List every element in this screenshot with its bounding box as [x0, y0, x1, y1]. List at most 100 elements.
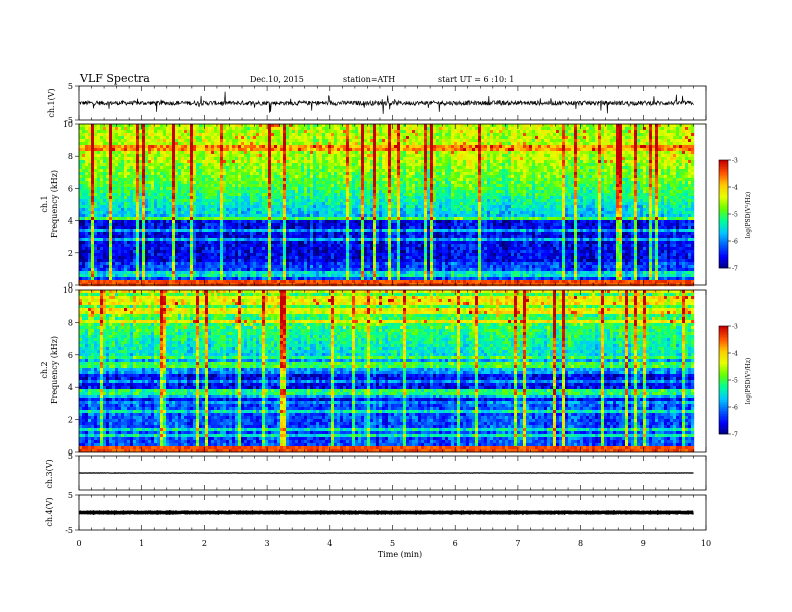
- ch2-spectrogram-ytick-label: 6: [68, 351, 73, 360]
- ch1-waveform-trace: [78, 91, 694, 114]
- ch2-spectrogram-colorbar-step: [719, 362, 728, 365]
- ch1-waveform-panel: 5 -5: [65, 82, 707, 125]
- ch1-spectrogram-colorbar-step: [719, 194, 728, 197]
- ch1-spectrogram-ytick-label: 8: [68, 152, 73, 161]
- ch4-waveform-trace: [79, 509, 694, 516]
- ch2-spectrogram-colorbar-step: [719, 392, 728, 395]
- ch2-spectrogram-colorbar-step: [719, 387, 728, 390]
- ch1-spectrogram-colorbar-step: [719, 197, 728, 200]
- ch1-spectrogram-colorbar-step: [719, 178, 728, 181]
- ch1-spectrogram-colorbar-step: [719, 205, 728, 208]
- ch1-spectrogram-colorbar-step: [719, 176, 728, 179]
- time-tick-label: 6: [453, 539, 458, 548]
- ch2-spectrogram-colorbar-step: [719, 367, 728, 370]
- ch1-spectrogram-colorbar-step: [719, 262, 728, 265]
- ch1-spectrogram-colorbar-step: [719, 179, 728, 182]
- time-tick-label: 0: [76, 539, 81, 548]
- date-label: Dec.10, 2015: [250, 75, 304, 84]
- ch2-spectrogram-colorbar-step: [719, 432, 728, 435]
- time-tick-label: 9: [641, 539, 646, 548]
- ch2-spectrogram-colorbar-step: [719, 333, 728, 336]
- ch1-colorbar-label: log(PSD(V²/Hz): [745, 192, 752, 239]
- ch2-spectrogram-colorbar-tick-label: -4: [732, 351, 738, 358]
- ch1-spectrogram-colorbar-step: [719, 185, 728, 188]
- ch1-channel-label: ch.1: [40, 195, 49, 212]
- ch4-waveform-ytick-label: 5: [68, 491, 73, 500]
- ch2-spectrogram-colorbar-step: [719, 374, 728, 377]
- ch2-spectrogram-colorbar-step: [719, 371, 728, 374]
- ch2-spectrogram-colorbar-step: [719, 340, 728, 343]
- ch1-spectrogram-colorbar-step: [719, 160, 728, 163]
- ch1-spectrogram-ytick-label: 2: [68, 249, 73, 258]
- ch2-spectrogram-colorbar-step: [719, 365, 728, 368]
- ch2-spectrogram-ytick-label: 8: [68, 318, 73, 327]
- ch1-spectrogram-colorbar-step: [719, 228, 728, 231]
- ch1-spectrogram-colorbar-step: [719, 244, 728, 247]
- ch2-spectrogram-colorbar-step: [719, 410, 728, 413]
- ch1-spectrogram-colorbar-step: [719, 237, 728, 240]
- ch1-spectrogram-colorbar-step: [719, 187, 728, 190]
- ch1-frequency-label: Frequency (kHz): [50, 170, 59, 238]
- ch1-spectrogram-colorbar-step: [719, 232, 728, 235]
- ch1-spectrogram-heatmap: [79, 124, 695, 287]
- ch2-spectrogram-colorbar-step: [719, 419, 728, 422]
- ch4-waveform-panel: 5 -5: [65, 491, 707, 535]
- ch1-spectrogram-colorbar-step: [719, 221, 728, 224]
- ch1-spectrogram-colorbar-step: [719, 181, 728, 184]
- ch2-spectrogram-panel: 0 2 4 6 8 10: [63, 286, 707, 457]
- ch2-spectrogram-colorbar-step: [719, 338, 728, 341]
- time-tick-label: 10: [701, 539, 711, 548]
- ch2-spectrogram-colorbar-tick-label: -3: [732, 324, 738, 331]
- ch2-spectrogram-colorbar-step: [719, 385, 728, 388]
- ch1-spectrogram-colorbar-step: [719, 174, 728, 177]
- ch1-spectrogram-colorbar-step: [719, 235, 728, 238]
- ch2-colorbar: -3 -4 -5 -6 -7: [718, 324, 738, 439]
- ch1-spectrogram-colorbar-step: [719, 259, 728, 262]
- ch2-spectrogram-colorbar-step: [719, 408, 728, 411]
- ch2-spectrogram-colorbar-step: [719, 372, 728, 375]
- ch1-spectrogram-colorbar-step: [719, 251, 728, 254]
- ch2-spectrogram-colorbar-step: [719, 378, 728, 381]
- ch1-spectrogram-panel: 0 2 4 6 8 10: [63, 120, 707, 290]
- ch2-spectrogram-colorbar-step: [719, 335, 728, 338]
- time-tick-label: 5: [390, 539, 395, 548]
- ch1-spectrogram-colorbar-step: [719, 257, 728, 260]
- ch1-spectrogram-colorbar-step: [719, 214, 728, 217]
- ch2-spectrogram-colorbar-step: [719, 396, 728, 399]
- ch1-spectrogram-colorbar-step: [719, 172, 728, 175]
- ch2-spectrogram-colorbar-step: [719, 381, 728, 384]
- ch1-spectrogram-colorbar-step: [719, 165, 728, 168]
- ch1-colorbar: -3 -4 -5 -6 -7: [718, 158, 738, 273]
- ch1-spectrogram-colorbar-tick-label: -5: [732, 212, 738, 219]
- ch2-spectrogram-colorbar-step: [719, 423, 728, 426]
- ch2-spectrogram-colorbar-step: [719, 412, 728, 415]
- ch1-spectrogram-colorbar-step: [719, 169, 728, 172]
- ch1-spectrogram-colorbar-step: [719, 199, 728, 202]
- ch2-spectrogram-colorbar-step: [719, 421, 728, 424]
- ch1-spectrogram-colorbar-step: [719, 210, 728, 213]
- ch2-spectrogram-colorbar-step: [719, 354, 728, 357]
- ch2-spectrogram-colorbar-step: [719, 369, 728, 372]
- time-tick-label: 3: [265, 539, 270, 548]
- ch2-spectrogram-colorbar-step: [719, 376, 728, 379]
- ch1-spectrogram-colorbar-step: [719, 208, 728, 211]
- ch1-spectrogram-colorbar-step: [719, 266, 728, 269]
- ch1-spectrogram-colorbar-step: [719, 188, 728, 191]
- xaxis-label: Time (min): [378, 550, 422, 559]
- time-tick-label: 8: [578, 539, 583, 548]
- ch2-spectrogram-colorbar-step: [719, 347, 728, 350]
- ch2-spectrogram-colorbar-step: [719, 358, 728, 361]
- ch2-spectrogram-colorbar-step: [719, 401, 728, 404]
- time-axis: 0 1 2 3 4 5 6 7 8 9 10: [76, 539, 711, 548]
- ch2-spectrogram-colorbar-step: [719, 428, 728, 431]
- ch2-spectrogram-colorbar-step: [719, 345, 728, 348]
- ch1-spectrogram-colorbar-step: [719, 255, 728, 258]
- ch1-spectrogram-ytick-label: 4: [68, 217, 73, 226]
- ch2-channel-label: ch.2: [40, 361, 49, 378]
- ch2-spectrogram-colorbar-step: [719, 394, 728, 397]
- ch1-spectrogram-colorbar-step: [719, 241, 728, 244]
- ch1-spectrogram-colorbar-step: [719, 233, 728, 236]
- ch2-spectrogram-colorbar-step: [719, 405, 728, 408]
- ch1-spectrogram-colorbar-step: [719, 219, 728, 222]
- ch1-spectrogram-colorbar-step: [719, 264, 728, 267]
